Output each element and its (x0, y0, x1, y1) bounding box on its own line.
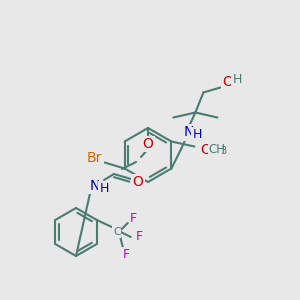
Text: F: F (136, 230, 143, 244)
Text: H: H (233, 73, 242, 86)
Text: Br: Br (87, 152, 102, 166)
Text: H: H (193, 128, 202, 141)
Text: 3: 3 (220, 146, 226, 157)
Text: F: F (123, 248, 130, 262)
Text: CH: CH (208, 143, 225, 156)
Text: O: O (200, 142, 211, 157)
Text: C: C (113, 227, 121, 237)
Text: F: F (130, 212, 137, 224)
Text: O: O (133, 175, 143, 189)
Text: O: O (142, 137, 153, 151)
Text: N: N (183, 125, 194, 140)
Text: O: O (222, 76, 233, 89)
Text: N: N (90, 179, 100, 193)
Text: H: H (99, 182, 109, 196)
